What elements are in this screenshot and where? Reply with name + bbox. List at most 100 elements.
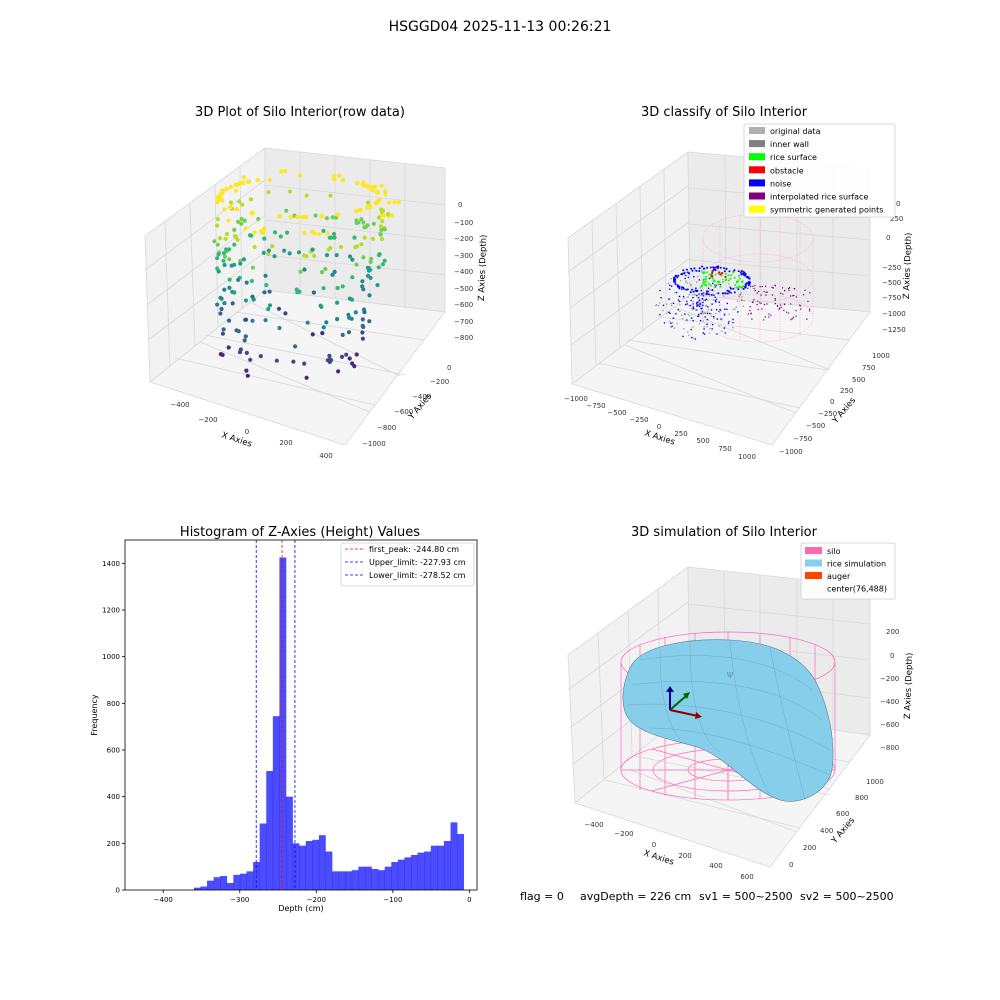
noise-point	[669, 312, 671, 315]
raw-data-point	[278, 234, 283, 239]
noise-point	[714, 296, 716, 299]
noise-point	[700, 302, 703, 304]
panel2-y-tick: −1000	[779, 448, 803, 456]
histogram-bar	[391, 862, 399, 890]
histogram-bar	[384, 866, 392, 890]
interpolated-rice-point	[779, 304, 782, 306]
panel2-point-cloud	[655, 265, 811, 340]
panel2-z-tick: 250	[890, 215, 903, 223]
rice-surface-point	[738, 277, 741, 280]
legend-swatch	[749, 166, 765, 174]
interpolated-rice-point	[791, 318, 793, 320]
rice-surface-point	[733, 276, 736, 279]
noise-point	[721, 319, 723, 321]
legend-label: auger	[827, 572, 851, 581]
noise-point	[725, 267, 728, 270]
raw-data-point	[320, 331, 325, 336]
raw-data-point	[263, 273, 268, 278]
panel-histogram: Histogram of Z-Axies (Height) Values −40…	[90, 525, 478, 913]
histogram-bar	[200, 886, 208, 890]
interpolated-rice-point	[808, 310, 811, 312]
noise-point	[702, 301, 704, 304]
figure-title: HSGGD04 2025-11-13 00:26:21	[389, 19, 612, 35]
raw-data-point	[264, 283, 269, 288]
panel4-z-tick: −600	[880, 721, 899, 729]
raw-data-point	[360, 336, 365, 341]
noise-point	[698, 270, 701, 272]
noise-point	[733, 291, 736, 294]
noise-point	[715, 285, 717, 287]
raw-data-point	[396, 200, 401, 205]
raw-data-point	[243, 334, 248, 339]
raw-data-point	[249, 278, 254, 284]
interpolated-rice-point	[782, 293, 784, 295]
interpolated-rice-point	[807, 300, 809, 303]
histogram-y-tick-label: 800	[107, 700, 120, 708]
histogram-bar	[259, 823, 267, 890]
interpolated-rice-point	[772, 287, 774, 289]
noise-point	[677, 308, 680, 311]
interpolated-rice-point	[761, 308, 763, 310]
noise-point	[702, 304, 704, 307]
raw-data-point	[230, 289, 235, 294]
raw-data-point	[272, 230, 278, 235]
noise-point	[689, 291, 692, 294]
noise-point	[682, 296, 685, 299]
raw-data-point	[317, 232, 322, 237]
interpolated-rice-point	[747, 313, 750, 315]
noise-point	[684, 277, 686, 280]
noise-point	[687, 313, 689, 316]
histogram-bar	[364, 866, 372, 890]
panel1-y-tick: −600	[394, 408, 413, 416]
noise-point	[736, 300, 739, 303]
noise-point	[744, 283, 747, 286]
noise-point	[692, 307, 695, 310]
raw-data-point	[304, 254, 309, 259]
noise-point	[706, 325, 709, 328]
raw-data-point	[215, 256, 220, 261]
raw-data-point	[332, 235, 337, 240]
raw-data-point	[354, 180, 360, 186]
rice-surface-point	[708, 273, 711, 276]
raw-data-point	[366, 200, 371, 205]
raw-data-point	[380, 236, 385, 242]
rice-surface-point	[722, 281, 724, 283]
noise-point	[706, 311, 709, 313]
noise-point	[700, 269, 703, 272]
panel2-x-tick: 500	[696, 437, 709, 445]
histogram-bar	[207, 880, 214, 890]
interpolated-rice-point	[753, 299, 755, 301]
noise-point	[738, 295, 740, 298]
panel1-x-tick: −400	[170, 401, 189, 409]
noise-point	[709, 327, 711, 330]
panel1-y-tick: 0	[447, 364, 451, 372]
raw-data-point	[230, 301, 235, 306]
noise-point	[692, 300, 695, 303]
interpolated-rice-point	[761, 285, 763, 288]
noise-point	[729, 287, 732, 290]
noise-point	[701, 307, 703, 310]
interpolated-rice-point	[752, 301, 754, 303]
raw-data-point	[221, 251, 227, 256]
raw-data-point	[367, 293, 372, 298]
noise-point	[662, 304, 665, 307]
legend-swatch	[805, 547, 822, 554]
histogram-bar	[358, 866, 366, 890]
raw-data-point	[261, 226, 267, 231]
raw-data-point	[244, 368, 249, 373]
raw-data-point	[221, 258, 226, 263]
raw-data-point	[244, 280, 249, 285]
panel1-z-tick: −100	[454, 219, 473, 227]
histogram-bar	[233, 874, 241, 890]
raw-data-point	[226, 318, 232, 323]
raw-data-point	[263, 318, 268, 323]
raw-data-point	[261, 250, 266, 255]
raw-data-point	[243, 298, 249, 303]
raw-data-point	[383, 189, 388, 194]
raw-data-point	[367, 184, 372, 190]
raw-data-point	[371, 221, 376, 226]
noise-point	[734, 308, 736, 310]
legend-swatch	[749, 205, 765, 213]
raw-data-point	[272, 254, 277, 259]
raw-data-point	[285, 230, 290, 235]
